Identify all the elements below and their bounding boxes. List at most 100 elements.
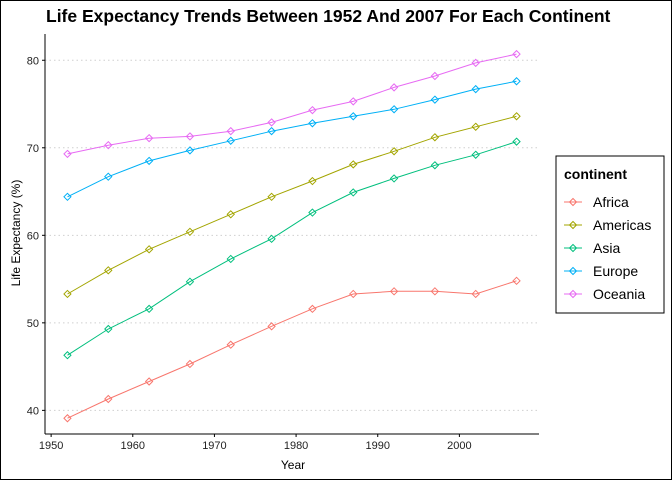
y-tick-label: 40 (27, 405, 39, 417)
data-point-americas (389, 147, 399, 156)
chart-title: Life Expectancy Trends Between 1952 And … (46, 6, 611, 26)
y-tick-label: 60 (27, 230, 39, 242)
x-tick-label: 1990 (365, 440, 389, 452)
series-line-asia (67, 141, 517, 356)
x-tick-label: 2000 (447, 440, 471, 452)
data-point-americas (308, 176, 317, 186)
data-point-africa (430, 287, 440, 296)
data-point-africa (226, 340, 235, 349)
series-line-africa (67, 280, 517, 419)
legend-item-africa: Africa (564, 194, 629, 210)
legend-item-europe: Europe (564, 263, 638, 279)
x-axis-ticks: 1950 1960 1970 1980 1990 2000 (39, 434, 472, 452)
data-point-europe (308, 119, 317, 128)
data-point-europe (471, 84, 480, 94)
legend-key-marker (568, 289, 578, 299)
legend-key-marker (568, 243, 578, 253)
data-point-africa (144, 377, 154, 386)
data-point-africa (267, 322, 276, 331)
legend-label: Oceania (593, 286, 645, 302)
series-line-europe (67, 80, 517, 198)
y-tick-label: 50 (27, 318, 39, 330)
x-tick-label: 1960 (121, 440, 145, 452)
data-point-africa (185, 359, 195, 369)
y-tick-label: 70 (27, 143, 39, 155)
series-points (63, 49, 521, 423)
data-point-oceania (512, 49, 521, 59)
series-line-americas (67, 115, 517, 295)
data-point-oceania (349, 97, 358, 106)
data-point-asia (308, 208, 317, 217)
data-point-europe (104, 172, 113, 181)
legend-label: Africa (593, 194, 629, 210)
data-point-europe (226, 136, 235, 145)
legend-label: Americas (593, 217, 651, 233)
y-tick-label: 80 (27, 55, 39, 67)
data-point-europe (430, 95, 440, 104)
data-point-asia (512, 137, 521, 146)
data-point-asia (389, 174, 399, 183)
data-point-africa (104, 394, 113, 404)
data-point-oceania (308, 105, 317, 115)
data-point-europe (512, 77, 521, 86)
data-point-oceania (144, 133, 154, 143)
data-point-oceania (471, 58, 480, 68)
legend-box (555, 155, 665, 314)
data-point-americas (349, 160, 358, 169)
data-point-oceania (226, 126, 235, 136)
data-point-americas (226, 210, 235, 219)
x-axis-title: Year (281, 458, 305, 472)
data-point-americas (104, 266, 113, 275)
x-tick-label: 1980 (284, 440, 308, 452)
legend-item-asia: Asia (564, 240, 620, 256)
y-axis-ticks: 40 50 60 70 80 (27, 55, 45, 417)
data-point-oceania (267, 118, 276, 127)
legend-key-marker (568, 220, 578, 230)
series-line-oceania (67, 53, 517, 155)
legend-item-americas: Americas (564, 217, 651, 233)
data-point-asia (267, 234, 276, 244)
data-point-africa (471, 289, 480, 299)
data-point-europe (63, 192, 72, 202)
data-point-americas (430, 133, 440, 142)
data-point-asia (144, 304, 154, 314)
legend-title: continent (564, 166, 627, 182)
data-point-oceania (430, 71, 440, 81)
legend-key-marker (568, 197, 578, 207)
data-point-americas (185, 227, 195, 237)
legend-label: Europe (593, 263, 638, 279)
data-point-oceania (185, 132, 195, 141)
data-point-europe (185, 146, 195, 155)
legend-item-oceania: Oceania (564, 286, 645, 302)
x-tick-label: 1950 (39, 440, 63, 452)
data-point-americas (63, 289, 72, 299)
legend-items: Africa Americas Asia Europe Oceania (564, 194, 651, 302)
data-point-africa (389, 287, 399, 296)
gridlines (45, 59, 539, 411)
legend: continent Africa Americas Asia Europe Oceani… (555, 155, 665, 314)
y-axis-title: Life Expectancy (%) (9, 180, 23, 287)
data-point-oceania (104, 140, 113, 150)
x-tick-label: 1970 (202, 440, 226, 452)
data-point-africa (63, 414, 72, 423)
data-point-europe (389, 105, 399, 114)
data-point-americas (512, 112, 521, 121)
data-point-europe (349, 112, 358, 121)
series-lines (67, 53, 517, 419)
data-point-oceania (389, 83, 399, 92)
data-point-asia (63, 351, 72, 360)
data-point-africa (512, 276, 521, 286)
data-point-americas (267, 192, 276, 202)
data-point-asia (471, 150, 480, 159)
data-point-europe (267, 126, 276, 136)
data-point-africa (349, 289, 358, 299)
data-point-europe (144, 156, 154, 166)
data-point-asia (104, 324, 113, 334)
data-point-oceania (63, 149, 72, 159)
legend-label: Asia (593, 240, 620, 256)
data-point-africa (308, 304, 317, 314)
data-point-americas (144, 245, 154, 254)
data-point-asia (430, 161, 440, 170)
data-point-asia (226, 254, 235, 264)
